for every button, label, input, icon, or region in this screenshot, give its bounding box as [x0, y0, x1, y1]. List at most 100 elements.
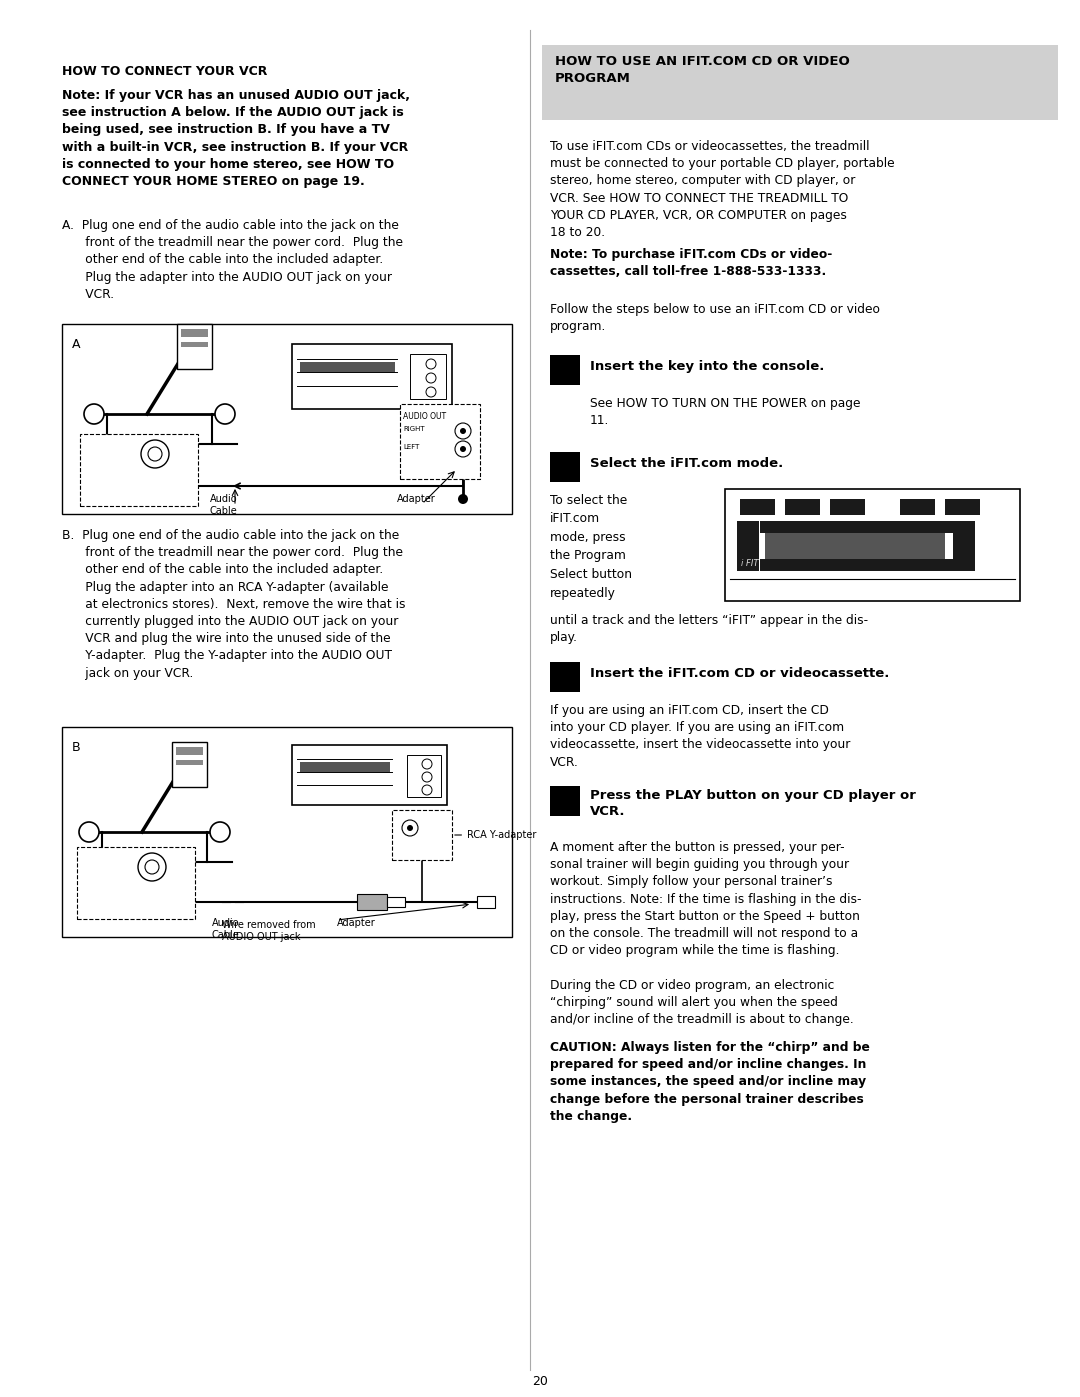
- Bar: [82, 855, 114, 877]
- Bar: [387, 897, 405, 907]
- Circle shape: [455, 423, 471, 439]
- Circle shape: [407, 826, 413, 831]
- Circle shape: [148, 447, 162, 461]
- Circle shape: [79, 821, 99, 842]
- Bar: [87, 446, 114, 461]
- Bar: [139, 893, 165, 902]
- Circle shape: [460, 446, 465, 453]
- Circle shape: [210, 821, 230, 842]
- Bar: [550, 453, 580, 482]
- Bar: [550, 662, 580, 692]
- Circle shape: [145, 861, 159, 875]
- Text: Press the PLAY button on your CD player or
VCR.: Press the PLAY button on your CD player …: [590, 789, 916, 819]
- Bar: [400, 404, 480, 479]
- Bar: [292, 745, 447, 805]
- Text: Audio
Cable: Audio Cable: [210, 495, 238, 517]
- Text: i FIT: i FIT: [741, 559, 758, 569]
- Bar: [760, 559, 960, 571]
- Bar: [945, 499, 980, 515]
- Circle shape: [426, 359, 436, 369]
- Text: RIGHT: RIGHT: [403, 426, 424, 432]
- Bar: [176, 760, 203, 766]
- Text: CAUTION: Always listen for the “chirp” and be
prepared for speed and/or incline : CAUTION: Always listen for the “chirp” a…: [550, 1041, 869, 1123]
- Circle shape: [422, 773, 432, 782]
- Bar: [725, 489, 1020, 601]
- Circle shape: [84, 404, 104, 425]
- Text: HOW TO CONNECT YOUR VCR: HOW TO CONNECT YOUR VCR: [62, 66, 268, 78]
- Circle shape: [426, 387, 436, 397]
- Bar: [80, 434, 198, 506]
- Bar: [140, 476, 170, 492]
- Bar: [62, 324, 512, 514]
- Bar: [760, 521, 960, 534]
- Text: 4: 4: [558, 789, 571, 807]
- Bar: [542, 45, 1058, 120]
- Text: HOW TO USE AN IFIT.COM CD OR VIDEO
PROGRAM: HOW TO USE AN IFIT.COM CD OR VIDEO PROGR…: [555, 54, 850, 84]
- Circle shape: [426, 373, 436, 383]
- Bar: [141, 479, 168, 489]
- Text: A.  Plug one end of the audio cable into the jack on the
      front of the trea: A. Plug one end of the audio cable into …: [62, 219, 403, 300]
- Bar: [172, 742, 207, 787]
- Bar: [300, 362, 395, 372]
- Bar: [453, 425, 474, 476]
- Bar: [177, 324, 212, 369]
- Text: Adapter: Adapter: [397, 495, 435, 504]
- Text: B.  Plug one end of the audio cable into the jack on the
      front of the trea: B. Plug one end of the audio cable into …: [62, 529, 405, 679]
- Bar: [292, 344, 453, 409]
- Bar: [785, 499, 820, 515]
- Bar: [407, 754, 441, 798]
- Bar: [62, 726, 512, 937]
- Bar: [77, 847, 195, 919]
- Text: Follow the steps below to use an iFIT.com CD or video
program.: Follow the steps below to use an iFIT.co…: [550, 303, 880, 334]
- Text: A moment after the button is pressed, your per-
sonal trainer will begin guiding: A moment after the button is pressed, yo…: [550, 841, 862, 957]
- Bar: [900, 499, 935, 515]
- Text: 1: 1: [558, 359, 571, 377]
- Text: Insert the key into the console.: Insert the key into the console.: [590, 360, 824, 373]
- Circle shape: [138, 854, 166, 882]
- Circle shape: [402, 820, 418, 835]
- Bar: [550, 787, 580, 816]
- Text: 2: 2: [558, 455, 571, 474]
- Bar: [392, 810, 453, 861]
- Text: If you are using an iFIT.com CD, insert the CD
into your CD player. If you are u: If you are using an iFIT.com CD, insert …: [550, 704, 850, 768]
- Text: During the CD or video program, an electronic
“chirping” sound will alert you wh: During the CD or video program, an elect…: [550, 979, 854, 1027]
- Bar: [831, 499, 865, 515]
- Text: 20: 20: [532, 1375, 548, 1389]
- Bar: [737, 521, 759, 571]
- Bar: [300, 761, 390, 773]
- Bar: [85, 441, 117, 464]
- Bar: [765, 527, 945, 566]
- Circle shape: [458, 495, 468, 504]
- Bar: [85, 859, 111, 875]
- Text: A: A: [72, 338, 81, 351]
- Bar: [953, 521, 975, 571]
- Text: Audio
Cable: Audio Cable: [212, 918, 240, 940]
- Text: LEFT: LEFT: [403, 444, 419, 450]
- Text: Insert the iFIT.com CD or videocassette.: Insert the iFIT.com CD or videocassette.: [590, 666, 889, 680]
- Circle shape: [215, 404, 235, 425]
- Circle shape: [422, 759, 432, 768]
- Circle shape: [422, 785, 432, 795]
- Circle shape: [141, 440, 168, 468]
- Text: To use iFIT.com CDs or videocassettes, the treadmill
must be connected to your p: To use iFIT.com CDs or videocassettes, t…: [550, 140, 894, 239]
- Text: Adapter: Adapter: [337, 918, 376, 928]
- Circle shape: [455, 441, 471, 457]
- Bar: [176, 747, 203, 754]
- Text: Wire removed from
AUDIO OUT jack: Wire removed from AUDIO OUT jack: [222, 921, 315, 943]
- Bar: [181, 330, 208, 337]
- Text: See HOW TO TURN ON THE POWER on page
11.: See HOW TO TURN ON THE POWER on page 11.: [590, 397, 861, 427]
- Text: until a track and the letters “iFIT” appear in the dis-
play.: until a track and the letters “iFIT” app…: [550, 615, 868, 644]
- Text: AUDIO OUT: AUDIO OUT: [403, 412, 446, 420]
- Circle shape: [460, 427, 465, 434]
- Text: Note: To purchase iFIT.com CDs or video-
cassettes, call toll-free 1-888-533-133: Note: To purchase iFIT.com CDs or video-…: [550, 249, 833, 278]
- Bar: [137, 888, 167, 905]
- Text: RCA Y-adapter: RCA Y-adapter: [455, 830, 537, 840]
- Bar: [357, 894, 387, 909]
- Text: Select the iFIT.com mode.: Select the iFIT.com mode.: [590, 457, 783, 469]
- Text: B: B: [72, 740, 81, 754]
- Text: To select the
iFIT.com
mode, press
the Program
Select button
repeatedly: To select the iFIT.com mode, press the P…: [550, 495, 632, 599]
- Bar: [740, 499, 775, 515]
- Text: 3: 3: [558, 666, 571, 685]
- Bar: [181, 342, 208, 346]
- Bar: [410, 353, 446, 400]
